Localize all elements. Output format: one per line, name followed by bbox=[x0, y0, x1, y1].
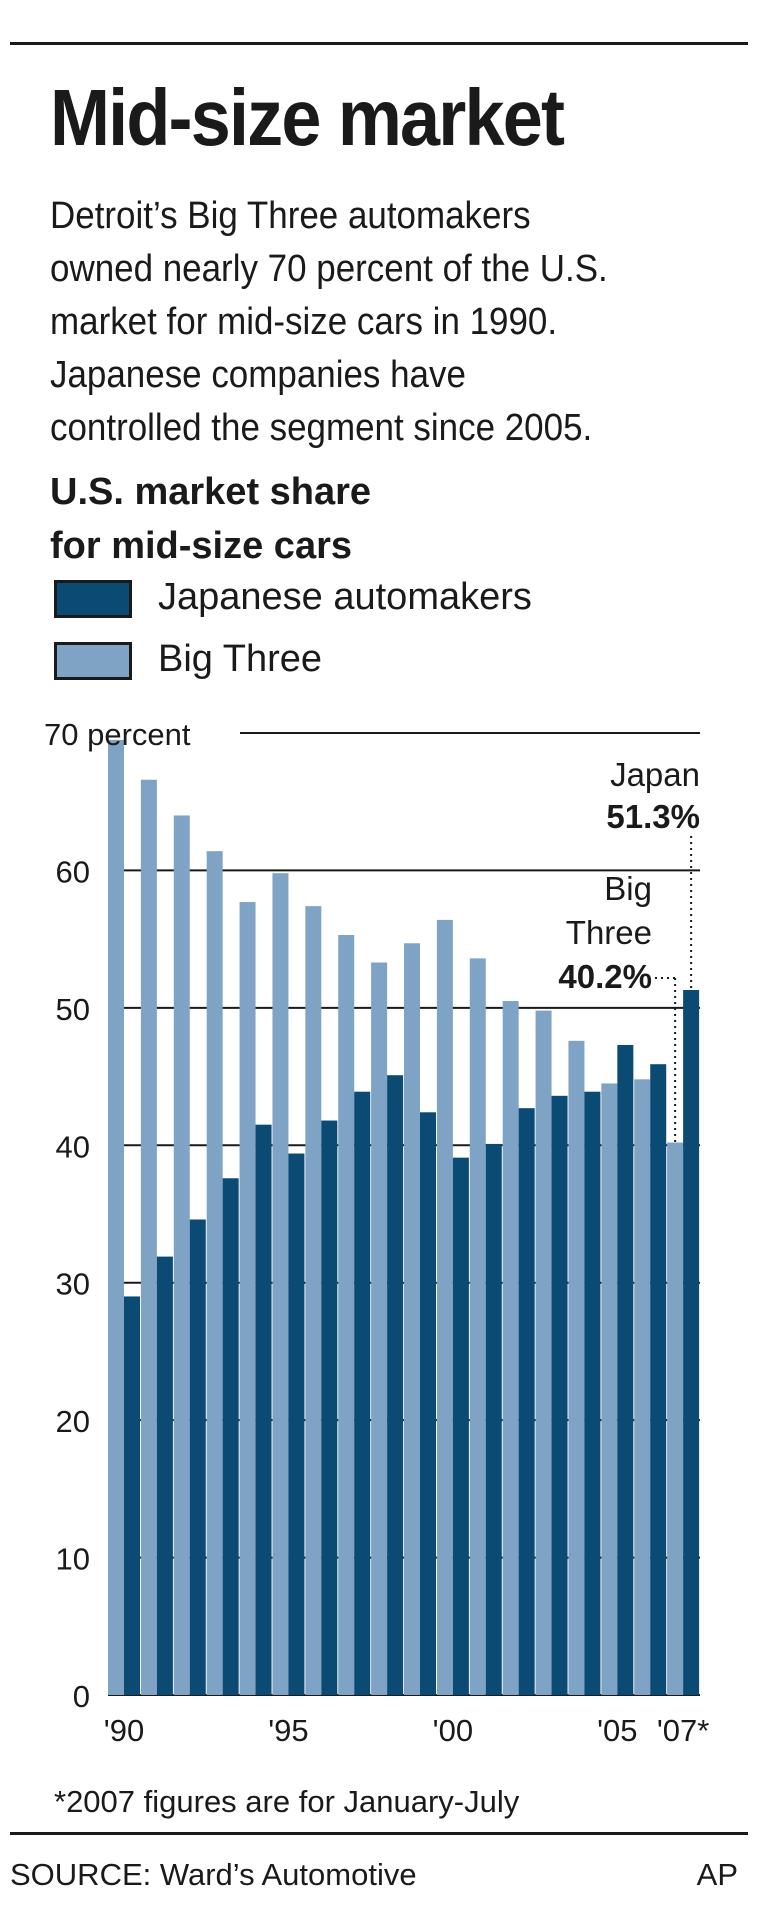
bottom-rule bbox=[10, 1832, 748, 1835]
bar-big-three bbox=[469, 958, 486, 1695]
intro-line: market for mid-size cars in 1990. bbox=[50, 301, 558, 343]
bar-big-three bbox=[338, 935, 355, 1695]
y-tick-label: 60 bbox=[56, 854, 90, 889]
subtitle-line: U.S. market share bbox=[50, 471, 372, 513]
bar-big-three bbox=[239, 902, 256, 1695]
source-text: SOURCE: Ward’s Automotive bbox=[10, 1857, 417, 1892]
y-tick-label: 50 bbox=[56, 992, 90, 1027]
intro-line: owned nearly 70 percent of the U.S. bbox=[50, 248, 608, 290]
bar-japanese bbox=[518, 1108, 535, 1695]
bar-big-three bbox=[305, 906, 322, 1695]
bar-japanese bbox=[452, 1157, 469, 1695]
bar-big-three bbox=[108, 739, 124, 1695]
legend-label-big-three: Big Three bbox=[158, 638, 323, 680]
y-tick-label: 40 bbox=[56, 1129, 90, 1164]
y-tick-label: 0 bbox=[73, 1679, 90, 1714]
x-tick-label: '07* bbox=[657, 1713, 709, 1748]
y-tick-label: 10 bbox=[56, 1542, 90, 1577]
footnote: *2007 figures are for January-July bbox=[54, 1784, 520, 1819]
bar-japanese bbox=[551, 1095, 568, 1695]
bar-big-three bbox=[173, 815, 190, 1695]
credit-text: AP bbox=[696, 1857, 738, 1892]
bar-big-three bbox=[404, 943, 420, 1695]
bar-big-three bbox=[140, 779, 157, 1695]
bar-big-three bbox=[502, 1000, 519, 1695]
annotation-big-three-value: 40.2% bbox=[558, 958, 652, 995]
chart-title: Mid-size market bbox=[50, 73, 565, 162]
y-tick-label: 30 bbox=[56, 1267, 90, 1302]
annotation-big-three-label: Big bbox=[604, 870, 652, 907]
legend-swatch-big-three bbox=[54, 642, 132, 680]
annotation-japan-label: Japan bbox=[610, 756, 700, 793]
bar-big-three bbox=[601, 1083, 618, 1695]
bar-japanese bbox=[124, 1296, 140, 1695]
top-rule bbox=[10, 42, 748, 45]
bar-big-three bbox=[634, 1079, 651, 1695]
bar-japanese bbox=[485, 1143, 502, 1695]
bar-japanese bbox=[683, 989, 700, 1695]
legend-swatch-japanese bbox=[54, 580, 132, 618]
intro-line: controlled the segment since 2005. bbox=[50, 407, 593, 449]
chart-subtitle: U.S. market share for mid-size cars bbox=[50, 465, 371, 573]
bar-japanese bbox=[222, 1178, 239, 1695]
bar-japanese bbox=[354, 1091, 371, 1695]
intro-text: Detroit’s Big Three automakers owned nea… bbox=[50, 190, 694, 455]
bar-big-three bbox=[436, 919, 453, 1695]
bar-big-three bbox=[667, 1142, 684, 1695]
bar-japanese bbox=[156, 1256, 173, 1695]
y-tick-label: 20 bbox=[56, 1404, 90, 1439]
legend-label-japanese: Japanese automakers bbox=[158, 576, 532, 618]
annotation-big-three-label: Three bbox=[566, 914, 652, 951]
intro-line: Detroit’s Big Three automakers bbox=[50, 195, 531, 237]
bar-japanese bbox=[189, 1219, 206, 1695]
bar-big-three bbox=[371, 962, 388, 1695]
x-tick-label: '05 bbox=[597, 1713, 637, 1748]
bar-japanese bbox=[584, 1091, 601, 1695]
x-tick-label: '00 bbox=[433, 1713, 473, 1748]
bar-japanese bbox=[650, 1064, 667, 1695]
bar-japanese bbox=[255, 1124, 272, 1695]
intro-line: Japanese companies have bbox=[50, 354, 466, 396]
bar-big-three bbox=[568, 1040, 585, 1695]
subtitle-line: for mid-size cars bbox=[50, 525, 352, 567]
bar-japanese bbox=[617, 1044, 634, 1695]
x-tick-label: '90 bbox=[104, 1713, 144, 1748]
bar-japanese bbox=[321, 1120, 338, 1695]
annotation-japan-value: 51.3% bbox=[606, 798, 700, 835]
y-axis-unit-label: 70 percent bbox=[44, 717, 191, 752]
bar-japanese bbox=[288, 1153, 305, 1695]
bar-big-three bbox=[272, 873, 289, 1695]
bar-japanese bbox=[387, 1075, 404, 1695]
x-tick-label: '95 bbox=[268, 1713, 308, 1748]
bar-japanese bbox=[420, 1112, 436, 1695]
bar-chart: 0 10 20 30 40 50 60 70 percent '90 '95 '00 '05 '07* J… bbox=[44, 717, 709, 1748]
bar-big-three bbox=[535, 1010, 552, 1695]
bar-big-three bbox=[206, 851, 223, 1695]
